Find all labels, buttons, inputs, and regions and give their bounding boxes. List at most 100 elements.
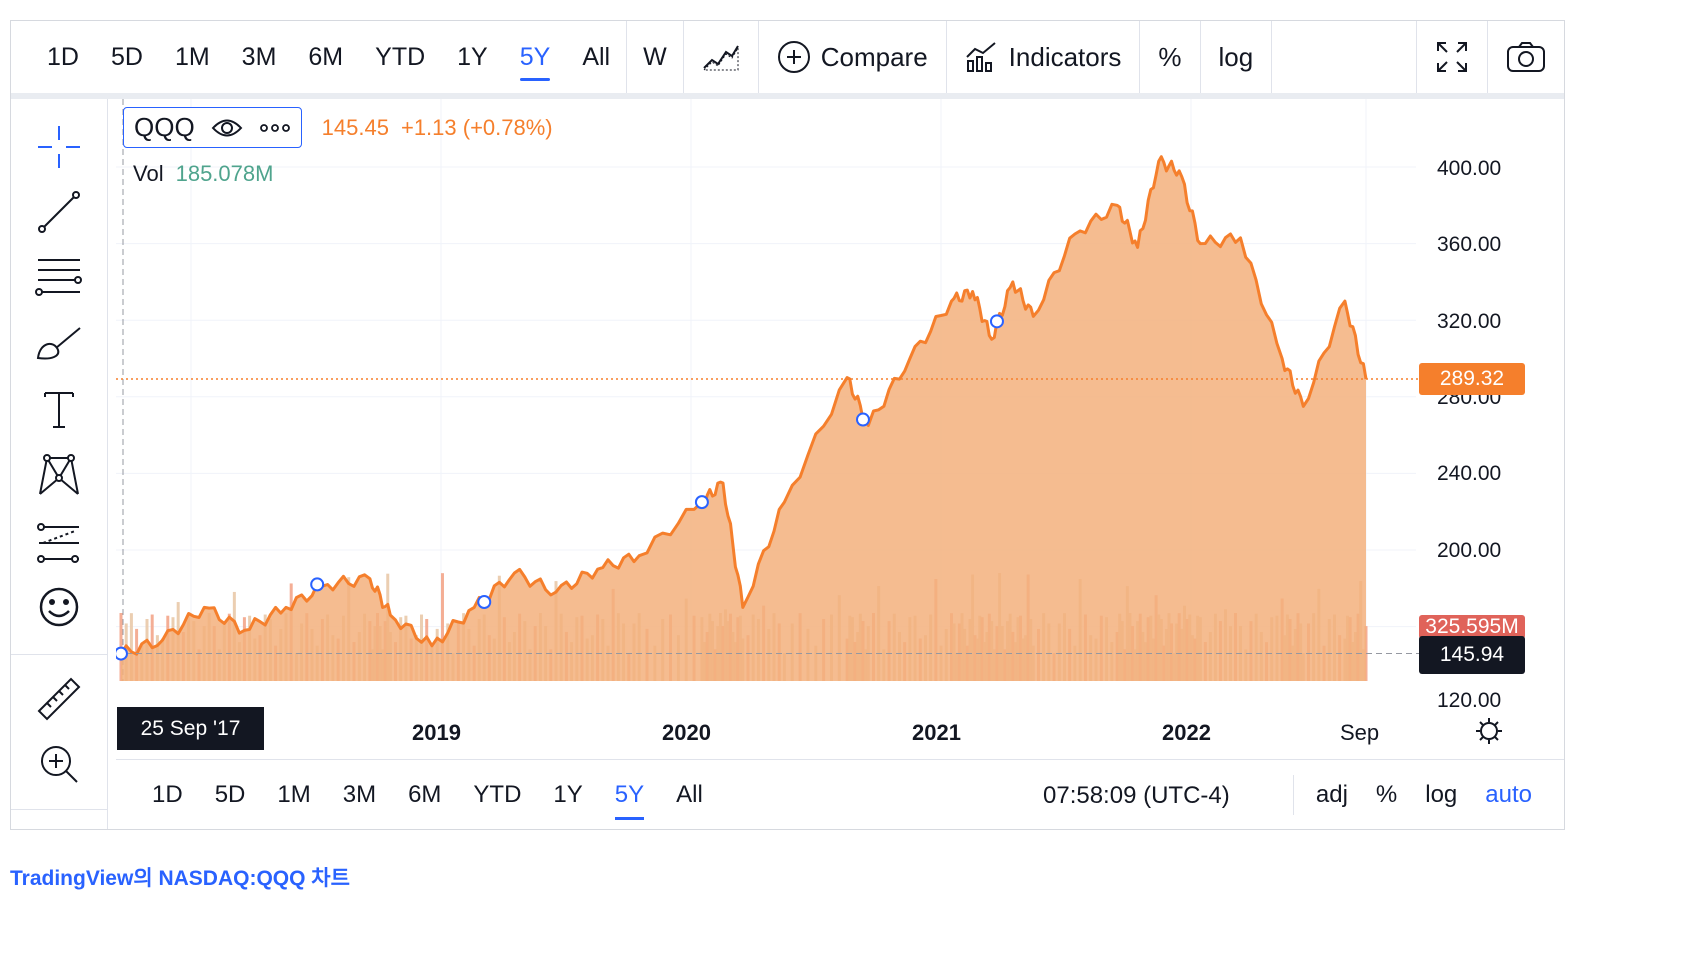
divider — [1416, 21, 1417, 93]
divider — [1199, 21, 1201, 93]
time-axis-label: 2020 — [662, 720, 711, 745]
compare-button[interactable]: Compare — [759, 21, 946, 93]
divider — [626, 21, 628, 93]
divider — [1487, 21, 1488, 93]
time-axis-label: 2019 — [412, 720, 461, 745]
price-axis-label: 240.00 — [1437, 462, 1502, 485]
range-button-5d[interactable]: 5D — [214, 781, 246, 808]
text-icon — [44, 392, 74, 428]
pattern-icon — [39, 454, 79, 495]
volume-bar — [440, 573, 444, 681]
divider — [945, 21, 947, 93]
symbol-box[interactable]: QQQ — [123, 107, 302, 148]
range-button-3m[interactable]: 3M — [241, 42, 277, 71]
range-button-6m[interactable]: 6M — [408, 781, 442, 808]
range-button-1y[interactable]: 1Y — [457, 42, 488, 71]
plus-circle-icon — [777, 41, 810, 73]
adj-button[interactable]: adj — [1315, 781, 1348, 808]
time-axis-label: 2022 — [1162, 720, 1211, 745]
range-button-ytd[interactable]: YTD — [375, 42, 426, 71]
emoji-tool[interactable] — [31, 579, 87, 635]
text-tool[interactable] — [31, 381, 87, 437]
indicators-button[interactable]: Indicators — [947, 21, 1140, 93]
crosshair-tool[interactable] — [31, 119, 87, 175]
time-axis-label: Sep — [1340, 720, 1380, 745]
measure-tool[interactable] — [31, 671, 87, 727]
range-button-1m[interactable]: 1M — [174, 42, 210, 71]
trend-line-tool[interactable] — [31, 184, 87, 240]
more-icon[interactable] — [259, 123, 291, 133]
brush-icon — [36, 327, 81, 360]
forecast-tool[interactable] — [31, 514, 87, 570]
dividend-marker — [116, 646, 128, 661]
chart-style-button[interactable] — [684, 21, 758, 93]
chart-canvas[interactable] — [116, 99, 1564, 681]
fullscreen-button[interactable] — [1417, 21, 1487, 93]
range-button-5y[interactable]: 5Y — [504, 21, 567, 93]
percent-button[interactable]: % — [1158, 41, 1182, 72]
price-axis-label: 120.00 — [1437, 689, 1502, 712]
crosshair-date: 25 Sep '17 — [117, 707, 264, 750]
time-axis[interactable]: 2019 2020 2021 2022 Sep — [116, 706, 1564, 756]
percent-scale-button[interactable]: % — [1375, 781, 1398, 808]
divider — [11, 654, 107, 655]
range-button-5d[interactable]: 5D — [110, 42, 143, 71]
pattern-tool[interactable] — [31, 447, 87, 503]
dividend-marker — [477, 595, 492, 610]
price-chart[interactable] — [116, 99, 1564, 681]
zoom-tool[interactable] — [31, 736, 87, 792]
crosshair-price-tag: 145.94 — [1419, 636, 1525, 674]
dividend-marker — [855, 412, 870, 427]
dividend-marker — [310, 577, 325, 592]
fib-tool[interactable] — [31, 249, 87, 305]
camera-icon — [1507, 42, 1545, 72]
screenshot-button[interactable] — [1488, 21, 1564, 93]
range-button-1d[interactable]: 1D — [152, 781, 183, 808]
trend-line-icon — [38, 191, 80, 233]
price-axis-label: 200.00 — [1437, 539, 1502, 562]
ruler-icon — [37, 677, 81, 721]
range-button-1y[interactable]: 1Y — [553, 781, 583, 808]
zoom-in-icon — [41, 746, 78, 783]
range-button-3m[interactable]: 3M — [342, 781, 377, 808]
range-button-ytd[interactable]: YTD — [473, 781, 522, 808]
range-button-all[interactable]: All — [676, 781, 703, 808]
tradingview-attribution-link[interactable]: TradingView의 NASDAQ:QQQ 차트 — [10, 867, 350, 890]
indicators-label: Indicators — [1008, 41, 1122, 72]
time-axis-label: 2021 — [912, 720, 961, 745]
scale-options: adj % log auto — [1285, 760, 1546, 830]
log-button[interactable]: log — [1218, 41, 1254, 72]
price-change: +1.13 (+0.78%) — [400, 114, 553, 140]
interval-button[interactable]: W — [643, 42, 667, 71]
smiley-icon — [39, 587, 79, 627]
chart-widget: 1D 5D 1M 3M 6M YTD 1Y 5Y All W Compare — [10, 20, 1565, 830]
log-scale-button[interactable]: log — [1425, 781, 1458, 808]
price-axis-label: 360.00 — [1437, 233, 1502, 256]
horizontal-lines-icon — [35, 259, 82, 296]
divider — [1271, 21, 1273, 93]
bottom-toolbar: 1D 5D 1M 3M 6M YTD 1Y 5Y All 07:58:09 (UTC-4) ad… — [116, 759, 1564, 830]
bottom-range-selector: 1D 5D 1M 3M 6M YTD 1Y 5Y All — [116, 760, 719, 830]
eye-icon[interactable] — [211, 117, 243, 139]
clock[interactable]: 07:58:09 (UTC-4) — [1043, 782, 1230, 809]
range-button-1m[interactable]: 1M — [277, 781, 311, 808]
area-chart-icon — [702, 45, 739, 71]
range-button-1d[interactable]: 1D — [47, 42, 79, 71]
volume-label: Vol — [133, 161, 164, 186]
range-button-all[interactable]: All — [582, 42, 611, 71]
top-toolbar: 1D 5D 1M 3M 6M YTD 1Y 5Y All W Compare — [11, 21, 1564, 94]
crosshair-icon — [38, 126, 80, 168]
brush-tool[interactable] — [31, 317, 87, 373]
settings-icon[interactable] — [1474, 716, 1504, 746]
volume-legend: Vol 185.078M — [133, 161, 273, 187]
dividend-marker — [694, 495, 709, 510]
auto-scale-button[interactable]: auto — [1485, 781, 1532, 808]
symbol-name: QQQ — [134, 112, 195, 142]
range-selector: 1D 5D 1M 3M 6M YTD 1Y 5Y All — [11, 21, 626, 93]
range-button-6m[interactable]: 6M — [308, 42, 344, 71]
divider — [1139, 21, 1141, 93]
drawing-toolbar — [11, 99, 108, 829]
divider — [682, 21, 684, 93]
symbol-legend: QQQ 145.45 +1.13 (+0.78%) — [123, 107, 553, 148]
range-button-5y[interactable]: 5Y — [599, 760, 660, 830]
